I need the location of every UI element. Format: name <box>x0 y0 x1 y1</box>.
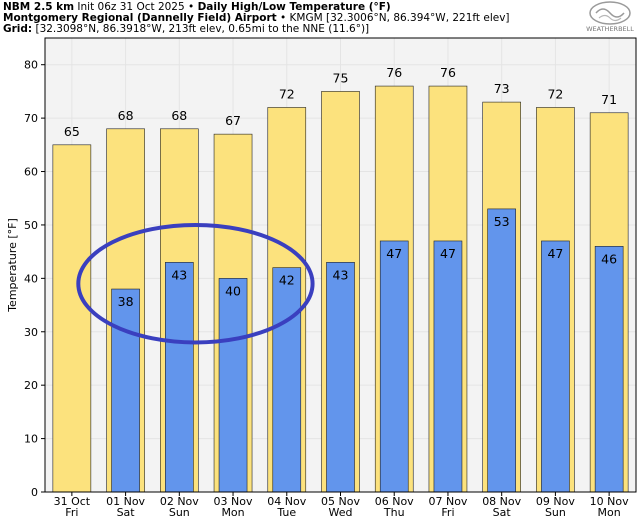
x-tick-date-label: 09 Nov <box>536 495 575 508</box>
x-tick-date-label: 10 Nov <box>590 495 629 508</box>
y-tick-label: 10 <box>24 433 38 446</box>
low-temp-label: 38 <box>118 294 134 309</box>
init-time: Init 06z 31 Oct 2025 <box>77 1 185 13</box>
x-tick-date-label: 02 Nov <box>160 495 199 508</box>
high-temp-label: 71 <box>601 92 617 107</box>
chart-header-line-3: Grid: [32.3098°N, 86.3918°W, 213ft elev,… <box>3 23 369 35</box>
x-tick-day-label: Fri <box>441 506 454 516</box>
y-tick-label: 70 <box>24 112 38 125</box>
x-tick-date-label: 03 Nov <box>214 495 253 508</box>
x-tick-day-label: Mon <box>598 506 621 516</box>
separator: • <box>280 12 287 24</box>
low-temp-bar <box>433 240 463 493</box>
x-tick-day-label: Fri <box>65 506 78 516</box>
station-info: KMGM [32.3006°N, 86.394°W, 221ft elev] <box>289 12 510 24</box>
low-temp-bar <box>272 267 302 493</box>
x-tick-date-label: 08 Nov <box>482 495 521 508</box>
high-temp-label: 67 <box>225 113 241 128</box>
y-tick-label: 20 <box>24 379 38 392</box>
x-tick-date-label: 07 Nov <box>428 495 467 508</box>
low-temp-bar <box>487 208 516 493</box>
bars <box>52 85 629 493</box>
low-temp-label: 40 <box>225 283 241 298</box>
low-temp-bar <box>541 240 570 493</box>
chart-header-line-1: NBM 2.5 km Init 06z 31 Oct 2025 • Daily … <box>3 1 391 13</box>
logo-text: WEATHERBELL <box>586 25 634 33</box>
high-temp-label: 72 <box>279 86 295 101</box>
x-tick-day-label: Sun <box>169 506 190 516</box>
x-tick-date-label: 06 Nov <box>375 495 414 508</box>
low-temp-label: 42 <box>279 273 295 288</box>
y-axis-ticks: 0 10 20 30 40 50 60 70 80 <box>24 59 45 499</box>
model-name: NBM 2.5 km <box>3 1 75 13</box>
low-temp-label: 47 <box>440 246 456 261</box>
low-temp-label: 46 <box>601 251 617 266</box>
x-tick-date-label: 04 Nov <box>267 495 306 508</box>
high-temp-label: 76 <box>386 65 402 80</box>
high-temp-label: 68 <box>171 108 187 123</box>
x-tick-day-label: Thu <box>383 506 405 516</box>
y-tick-label: 0 <box>31 486 38 499</box>
y-axis-label: Temperature [°F] <box>6 218 19 313</box>
y-tick-label: 40 <box>24 272 38 285</box>
chart-title: Daily High/Low Temperature (°F) <box>197 1 391 13</box>
grid-label: Grid: <box>3 23 33 35</box>
low-temp-bar <box>594 246 624 493</box>
y-tick-label: 80 <box>24 59 38 72</box>
weatherbell-logo: WEATHERBELL <box>586 1 634 33</box>
separator: • <box>188 1 195 13</box>
chart-header-line-2: Montgomery Regional (Dannelly Field) Air… <box>3 12 510 24</box>
highlight-ellipse-annotation <box>76 222 315 345</box>
data-labels: 65 68 68 67 72 75 76 76 73 72 71 38 43 40 42 43 47 47 53 47… <box>64 65 617 309</box>
y-tick-label: 60 <box>24 166 38 179</box>
low-temp-label: 43 <box>333 267 349 282</box>
low-temp-label: 47 <box>547 246 563 261</box>
x-tick-date-label: 01 Nov <box>106 495 145 508</box>
high-temp-label: 75 <box>333 70 349 85</box>
y-tick-label: 30 <box>24 326 38 339</box>
high-temp-label: 72 <box>547 86 563 101</box>
x-tick-day-label: Wed <box>329 506 353 516</box>
x-tick-date-label: 05 Nov <box>321 495 360 508</box>
y-tick-label: 50 <box>24 219 38 232</box>
x-tick-day-label: Mon <box>221 506 244 516</box>
low-temp-bar <box>165 262 194 493</box>
x-tick-date-label: 31 Oct <box>54 495 91 508</box>
low-temp-label: 43 <box>171 267 187 282</box>
x-tick-day-label: Sun <box>545 506 566 516</box>
low-temp-bar <box>111 288 140 493</box>
high-temp-label: 65 <box>64 124 80 139</box>
low-temp-label: 53 <box>494 214 510 229</box>
x-tick-day-label: Tue <box>276 506 296 516</box>
high-temp-bar <box>52 144 92 493</box>
low-temp-bar <box>379 240 409 493</box>
x-tick-day-label: Sat <box>117 506 136 516</box>
high-temp-label: 68 <box>118 108 134 123</box>
low-temp-label: 47 <box>386 246 402 261</box>
x-tick-day-label: Sat <box>493 506 512 516</box>
plot-frame <box>44 37 637 493</box>
low-temp-bar <box>326 262 355 493</box>
grid-info: [32.3098°N, 86.3918°W, 213ft elev, 0.65m… <box>35 23 370 35</box>
high-temp-label: 76 <box>440 65 456 80</box>
high-temp-label: 73 <box>494 81 510 96</box>
low-temp-bar <box>218 278 248 493</box>
station-name: Montgomery Regional (Dannelly Field) Air… <box>3 12 277 24</box>
